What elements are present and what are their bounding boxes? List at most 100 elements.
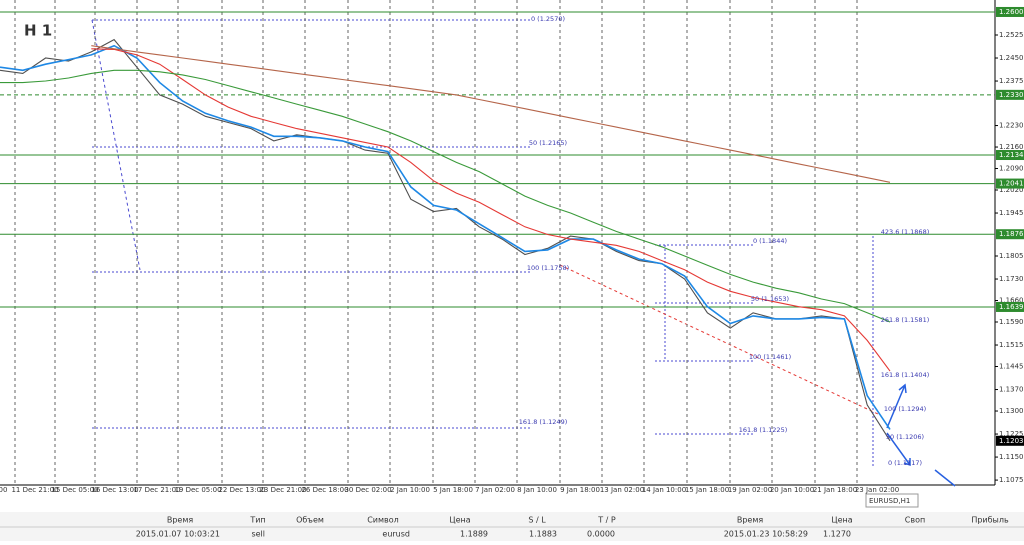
y-tick-label: 1.1730: [999, 275, 1024, 283]
table-cell: 2015.01.07 10:03:21: [136, 530, 220, 539]
fib-label: 50 (1.2165): [529, 139, 567, 147]
x-tick-label: 19 Jan 02:00: [728, 486, 772, 494]
x-tick-label: 26 Dec 18:00: [301, 486, 348, 494]
y-tick-label: 1.1660: [999, 297, 1024, 305]
column-header: Тип: [249, 516, 265, 525]
fib-label: 161.8 (1.1404): [881, 371, 930, 379]
series-line: [0, 69, 891, 323]
level-tag: [996, 178, 1024, 189]
x-tick-label: 5 Jan 18:00: [433, 486, 473, 494]
y-tick-label: 1.1150: [999, 453, 1024, 461]
series-line: [91, 48, 891, 372]
arrow-head: [903, 458, 911, 467]
symbol-tab[interactable]: [865, 493, 919, 508]
column-header: Символ: [367, 516, 399, 525]
plot-area: [0, 0, 995, 485]
y-tick-label: 1.2375: [999, 77, 1024, 85]
column-header: Время: [167, 516, 194, 525]
level-tag-label: 1.2330: [999, 91, 1024, 99]
arrow: [886, 432, 911, 466]
table-cell: 0.0000: [587, 530, 615, 539]
level-tag-label: 1.2134: [999, 151, 1024, 159]
x-tick-label: 9 Jan 18:00: [560, 486, 600, 494]
y-tick-label: 1.1445: [999, 363, 1024, 371]
x-tick-label: 30 Dec 02:00: [344, 486, 391, 494]
timeframe: H 1: [24, 22, 52, 40]
x-tick-label: 7 Jan 02:00: [475, 486, 515, 494]
column-header: Время: [737, 516, 764, 525]
level-tag: [996, 6, 1024, 17]
x-tick-label: 8 Jan 10:00: [517, 486, 557, 494]
table-cell: 1.1883: [529, 530, 557, 539]
trendline: [559, 264, 881, 416]
symbol-tab-label[interactable]: EURUSD,H1: [869, 497, 910, 505]
y-tick-label: 1.2450: [999, 54, 1024, 62]
column-header: Цена: [831, 516, 852, 525]
fib-label: 261.8 (1.1581): [881, 316, 930, 324]
x-tick-label: 16 Dec 13:00: [91, 486, 138, 494]
arrow: [934, 469, 956, 487]
bid-tag-label: 1.1203: [999, 437, 1024, 445]
level-tag: [996, 150, 1024, 161]
y-tick-label: 1.2525: [999, 31, 1024, 39]
x-tick-label: 11 Dec 21:00: [11, 486, 58, 494]
y-tick-label: 1.1515: [999, 341, 1024, 349]
y-tick-label: 1.1225: [999, 430, 1024, 438]
fib-label: 161.8 (1.1225): [739, 426, 788, 434]
x-tick-label: 00: [0, 486, 7, 494]
drawings: [91, 19, 956, 487]
x-tick-label: 13 Jan 02:00: [600, 486, 644, 494]
column-header: S / L: [528, 516, 546, 525]
level-tag-label: 1.2041: [999, 180, 1024, 188]
x-tick-label: 20 Jan 10:00: [770, 486, 814, 494]
table-cell: sell: [251, 530, 265, 539]
x-tick-label: 14 Jan 10:00: [642, 486, 686, 494]
x-tick-label: 2 Jan 10:00: [390, 486, 430, 494]
fib-label: 100 (1.1461): [749, 353, 791, 361]
series-line: [0, 44, 891, 430]
x-tick-label: 22 Dec 13:00: [218, 486, 265, 494]
arrow-head: [898, 383, 907, 394]
x-tick-label: 15 Jan 18:00: [685, 486, 729, 494]
y-tick-label: 1.2090: [999, 165, 1024, 173]
trade-table: Время Тип Объем Символ Цена S / L T / P Время Це…: [0, 512, 1024, 541]
y-tick-label: 1.1805: [999, 252, 1024, 260]
level-tag: [996, 301, 1024, 312]
x-tick-label: 15 Dec 05:00: [51, 486, 98, 494]
level-tag: [996, 89, 1024, 100]
fib-label: 100 (1.1758): [527, 264, 569, 272]
x-tick-label: 21 Jan 18:00: [813, 486, 857, 494]
fib-label: 50 (1.1653): [751, 295, 789, 303]
y-tick-label: 1.2160: [999, 143, 1024, 151]
y-tick-label: 1.1945: [999, 209, 1024, 217]
column-header: Своп: [905, 516, 925, 525]
fib-label: 0 (1.1117): [888, 459, 922, 467]
table-cell: eurusd: [382, 530, 410, 539]
level-tag-label: 1.2600: [999, 8, 1024, 16]
x-tick-label: 23 Dec 21:00: [259, 486, 306, 494]
fib-label: 50 (1.1206): [886, 433, 924, 441]
arrow: [886, 384, 906, 429]
series-line: [91, 45, 891, 183]
column-header: T / P: [597, 516, 616, 525]
fib-label: 0 (1.2570): [531, 15, 565, 23]
table-cell: 2015.01.23 10:58:29: [724, 530, 808, 539]
level-tag-label: 1.1639: [999, 303, 1024, 311]
column-header: Цена: [449, 516, 470, 525]
column-header: Прибыль: [971, 516, 1009, 525]
table-cell: 1.1270: [823, 530, 851, 539]
y-tick-label: 1.2020: [999, 186, 1024, 194]
x-tick-label: 23 Jan 02:00: [855, 486, 899, 494]
fib-label: 0 (1.1844): [753, 237, 787, 245]
y-tick-label: 1.1370: [999, 386, 1024, 394]
fib-anchor: [91, 19, 141, 271]
fib-label: 161.8 (1.1249): [519, 418, 568, 426]
fib-label: 423.6 (1.1868): [881, 228, 930, 236]
table-cell: 1.1889: [460, 530, 488, 539]
y-tick-label: 1.1300: [999, 407, 1024, 415]
x-tick-label: 19 Dec 05:00: [174, 486, 221, 494]
column-header: Объем: [296, 516, 324, 525]
y-tick-label: 1.1075: [999, 476, 1024, 484]
